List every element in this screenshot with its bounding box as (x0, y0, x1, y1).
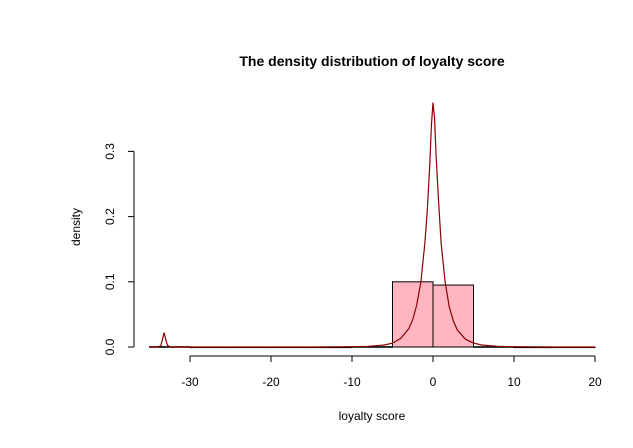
x-tick-label: -20 (262, 375, 280, 389)
y-tick-label: 0.2 (103, 208, 117, 225)
histogram-bar-6 (392, 281, 434, 348)
x-tick-label: 20 (588, 375, 602, 389)
x-tick-label: 0 (430, 375, 437, 389)
x-axis: -30 -20 -10 0 10 20 (181, 355, 602, 389)
x-tick-label: -30 (181, 375, 199, 389)
chart-title: The density distribution of loyalty scor… (239, 53, 504, 69)
x-tick-label: -10 (343, 375, 361, 389)
x-tick-label: 10 (507, 375, 521, 389)
histogram-bar-7 (432, 284, 474, 348)
density-curve-layer (149, 102, 595, 348)
x-axis-label: loyalty score (339, 409, 406, 423)
y-axis-label: density (69, 208, 83, 246)
y-tick-label: 0.0 (103, 338, 117, 355)
density-curve (149, 102, 595, 348)
y-tick-label: 0.1 (103, 273, 117, 290)
y-axis: 0.0 0.1 0.2 0.3 (103, 143, 135, 355)
y-tick-label: 0.3 (103, 143, 117, 160)
histogram-bars (149, 281, 596, 349)
